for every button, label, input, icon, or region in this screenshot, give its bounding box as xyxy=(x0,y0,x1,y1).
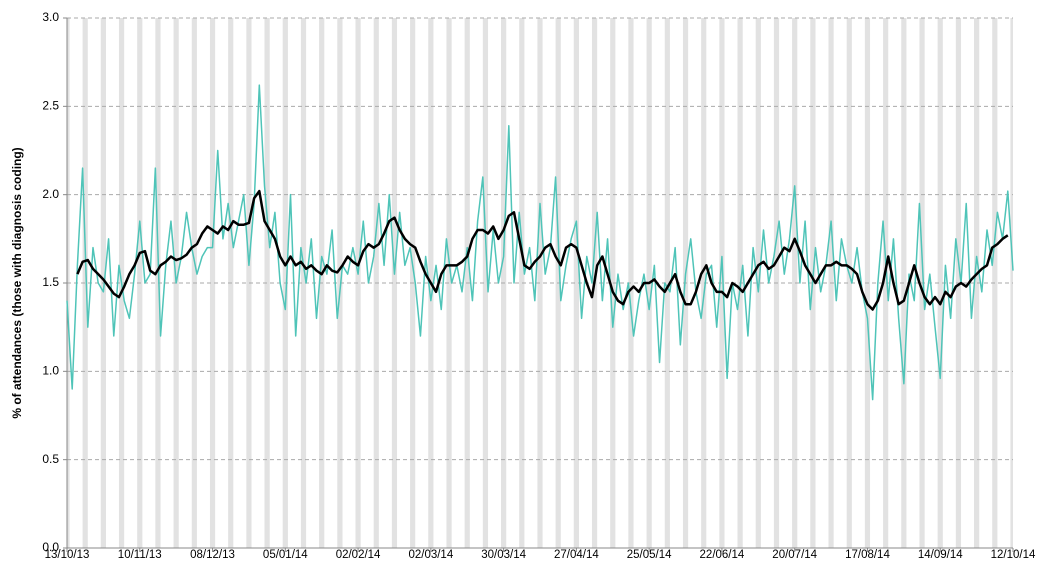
weekend-band xyxy=(1010,18,1013,548)
weekend-band xyxy=(337,18,343,548)
weekend-band xyxy=(883,18,889,548)
y-axis-label: % of attendances (those with diagnosis c… xyxy=(10,147,24,418)
x-tick-label: 27/04/14 xyxy=(554,549,599,561)
weekend-band xyxy=(300,18,307,548)
y-tick-label: 0.0 xyxy=(42,540,59,554)
weekend-band xyxy=(610,18,616,548)
y-tick-label: 1.0 xyxy=(42,364,59,378)
y-tick-label: 0.5 xyxy=(42,452,59,466)
weekend-band xyxy=(792,18,798,548)
x-tick-label: 30/03/14 xyxy=(481,549,526,561)
weekend-band xyxy=(246,18,252,548)
x-tick-label: 02/02/14 xyxy=(336,549,381,561)
x-tick-label: 08/12/13 xyxy=(190,549,235,561)
x-tick-label: 13/10/13 xyxy=(45,549,90,561)
weekend-band xyxy=(573,18,579,548)
weekend-band xyxy=(209,18,216,548)
x-tick-label: 22/06/14 xyxy=(700,549,745,561)
weekend-band xyxy=(155,18,161,548)
x-tick-label: 02/03/14 xyxy=(408,549,453,561)
weekend-band xyxy=(355,18,361,548)
x-tick-label: 25/05/14 xyxy=(627,549,672,561)
weekend-band xyxy=(937,18,943,548)
series-line xyxy=(76,189,1009,311)
weekend-band xyxy=(974,18,980,548)
weekend-band xyxy=(264,18,270,548)
weekend-band xyxy=(519,18,525,548)
y-tick-label: 1.5 xyxy=(42,275,59,289)
weekend-band xyxy=(664,18,670,548)
x-tick-label: 20/07/14 xyxy=(772,549,817,561)
weekend-band xyxy=(446,18,452,548)
weekend-band xyxy=(846,18,852,548)
weekend-band xyxy=(82,18,88,548)
x-tick-label: 12/10/14 xyxy=(991,549,1036,561)
x-tick-label: 14/09/14 xyxy=(918,549,963,561)
x-tick-label: 05/01/14 xyxy=(263,549,308,561)
x-tick-label: 17/08/14 xyxy=(845,549,890,561)
weekend-band xyxy=(391,18,398,548)
weekend-band xyxy=(701,18,707,548)
weekend-band xyxy=(482,18,489,548)
x-tick-label: 10/11/13 xyxy=(118,549,162,561)
y-tick-label: 2.0 xyxy=(42,187,59,201)
y-tick-label: 3.0 xyxy=(42,10,59,24)
y-tick-label: 2.5 xyxy=(42,99,59,113)
